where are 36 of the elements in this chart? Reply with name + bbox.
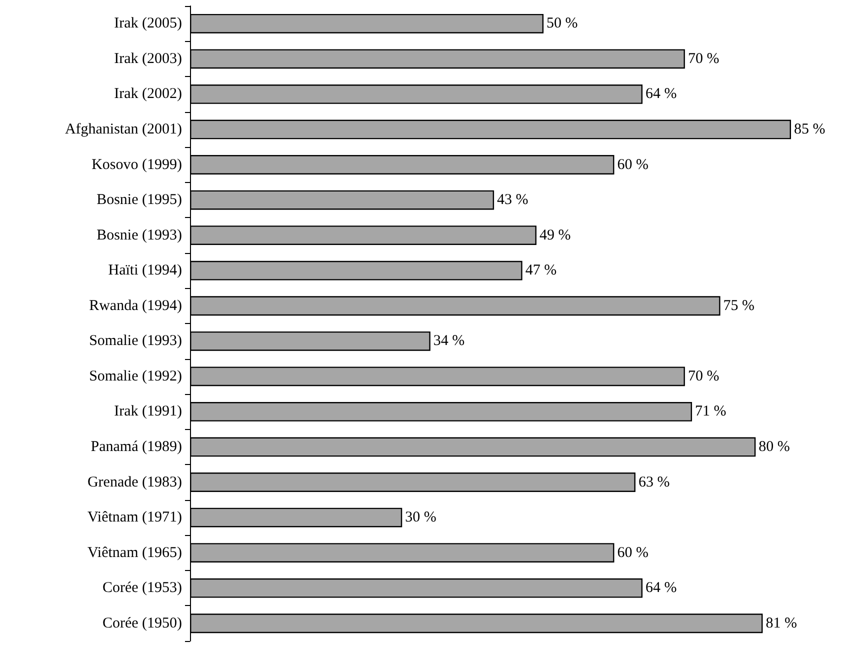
data-label: 70 % [688,50,720,67]
data-label: 70 % [688,368,720,384]
data-label: 85 % [794,121,826,138]
y-tick-label: Irak (2005) [114,16,182,32]
y-tick-label: Grenade (1983) [87,474,182,490]
data-label: 75 % [723,298,755,314]
data-label: 63 % [638,474,670,490]
y-tick-label: Irak (2002) [114,86,182,102]
data-label: 64 % [646,580,677,596]
data-label: 64 % [646,86,677,102]
y-tick-label: Viêtnam (1965) [88,544,182,561]
data-label: 49 % [539,227,571,244]
data-label: 50 % [546,16,578,32]
data-label: 43 % [497,192,528,208]
data-label: 71 % [695,404,726,420]
data-label: 34 % [433,333,465,350]
y-tick-label: Rwanda (1994) [89,298,182,314]
y-tick-label: Irak (2003) [114,50,182,67]
y-tick-label: Kosovo (1999) [92,156,182,173]
data-label: 81 % [766,615,797,632]
y-tick-label: Viêtnam (1971) [88,510,182,526]
y-tick-label: Panamá (1989) [90,438,182,455]
y-tick-label: Afghanistan (2001) [64,121,182,138]
y-tick-label: Bosnie (1995) [96,192,182,208]
y-tick-label: Bosnie (1993) [96,227,182,244]
y-tick-label: Irak (1991) [114,404,182,420]
y-tick-label: Haïti (1994) [108,262,182,279]
y-tick-label: Somalie (1992) [89,368,182,384]
y-tick-label: Somalie (1993) [89,333,182,350]
data-label: 47 % [525,262,557,279]
y-tick-label: Corée (1950) [102,615,182,632]
y-tick-label: Corée (1953) [102,580,182,596]
data-label: 30 % [405,510,436,526]
data-label: 80 % [758,438,790,455]
data-label: 60 % [617,156,648,173]
data-label: 60 % [617,544,648,561]
